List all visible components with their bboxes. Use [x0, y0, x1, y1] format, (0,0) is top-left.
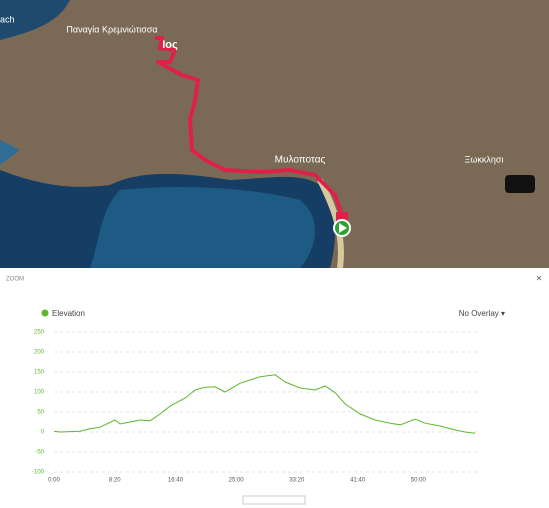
overlay-select[interactable]: No Overlay ▾ — [459, 309, 505, 318]
y-tick-label: 250 — [34, 330, 45, 336]
legend-label: Elevation — [52, 309, 85, 318]
y-tick-label: 150 — [34, 370, 45, 376]
map-label: Ιος — [162, 39, 178, 51]
sea-top — [0, 0, 70, 40]
y-tick-label: 200 — [34, 350, 45, 356]
elevation-chart: -100 -50 0 50 100 150 200 250 0:00 8:20 16:40 25:00… — [32, 309, 479, 484]
sea-light — [90, 187, 315, 268]
elevation-line — [53, 374, 476, 434]
map-label: Παναγία Κρεμνιώτισσα — [66, 24, 157, 34]
y-tick-label: 0 — [41, 430, 45, 436]
map-label: Μυλοποτας — [275, 155, 326, 166]
panel — [0, 268, 549, 508]
y-tick-label: -50 — [35, 450, 44, 456]
start-icon — [339, 223, 347, 233]
legend-marker — [41, 309, 49, 317]
x-tick-label: 25:00 — [229, 478, 245, 484]
x-tick-label: 16:40 — [168, 478, 184, 484]
pond — [505, 175, 535, 193]
sea-left — [0, 140, 20, 165]
x-tick-label: 33:20 — [289, 478, 305, 484]
beach — [317, 178, 344, 269]
map-label: ach — [0, 14, 15, 24]
route — [155, 36, 344, 216]
end-marker — [336, 212, 348, 222]
x-tick-label: 50:00 — [411, 478, 427, 484]
y-tick-label: -100 — [32, 470, 45, 476]
zoom-slider[interactable] — [242, 495, 306, 505]
zoom-label: ZOOM — [6, 277, 24, 283]
x-tick-label: 0:00 — [48, 478, 60, 484]
map-label: Ξωκκλησι — [465, 154, 504, 164]
map[interactable]: Παναγία Κρεμνιώτισσα Ιος Μυλοποτας Ξωκκλ… — [0, 0, 549, 269]
x-tick-label: 8:20 — [109, 478, 121, 484]
close-button[interactable]: × — [536, 274, 542, 285]
y-tick-label: 100 — [34, 390, 45, 396]
y-tick-label: 50 — [37, 410, 44, 416]
x-tick-label: 41:40 — [350, 478, 366, 484]
